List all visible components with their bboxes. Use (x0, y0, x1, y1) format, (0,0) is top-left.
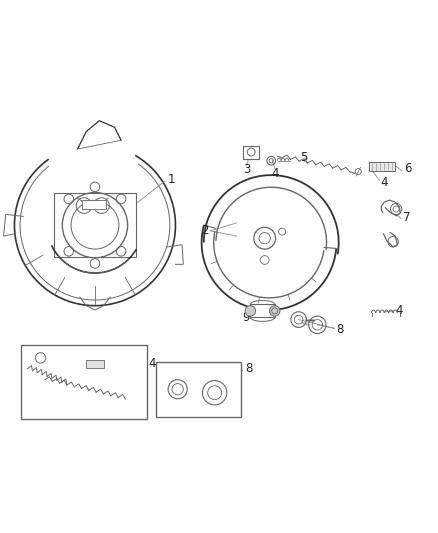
Circle shape (245, 305, 255, 316)
Bar (86, 360, 104, 368)
Text: 4: 4 (395, 303, 403, 317)
Text: 7: 7 (403, 211, 411, 224)
Text: 4: 4 (381, 176, 388, 189)
Text: 3: 3 (243, 164, 250, 176)
Bar (54, 193, 136, 257)
Text: 4: 4 (272, 167, 279, 180)
Text: 6: 6 (404, 162, 411, 175)
Bar (82, 200, 106, 208)
Text: 4: 4 (148, 357, 156, 369)
Text: 2: 2 (201, 224, 209, 237)
Circle shape (269, 305, 280, 316)
Text: 9: 9 (243, 311, 250, 325)
Text: 8: 8 (336, 323, 343, 336)
Text: 5: 5 (300, 151, 307, 164)
Bar (156, 362, 241, 417)
Bar (21, 345, 147, 419)
Text: 1: 1 (167, 173, 175, 186)
Bar (369, 162, 395, 171)
Bar (251, 304, 275, 318)
Bar (243, 146, 259, 158)
Text: 8: 8 (245, 362, 252, 375)
